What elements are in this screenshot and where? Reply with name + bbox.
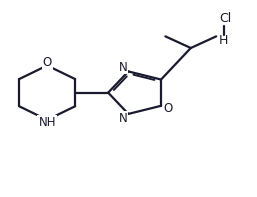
Text: O: O [163,102,173,115]
Text: N: N [118,112,127,125]
Text: H: H [219,34,228,47]
Text: O: O [42,56,52,69]
Text: Cl: Cl [219,12,231,25]
Text: NH: NH [38,116,56,129]
Text: N: N [118,61,127,74]
